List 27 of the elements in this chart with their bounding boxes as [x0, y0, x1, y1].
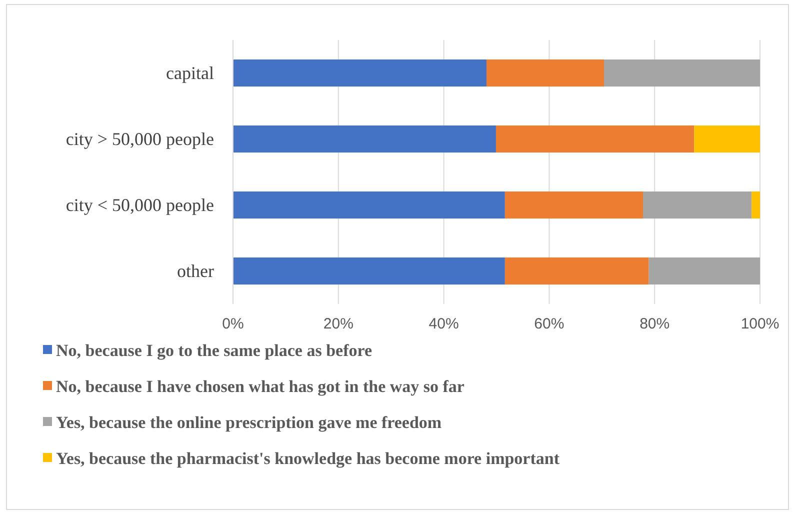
bar — [504, 257, 649, 285]
bar — [643, 191, 752, 219]
y-tick-label: capital — [166, 62, 214, 83]
legend-label: No, because I go to the same place as before — [56, 340, 372, 360]
x-tick-label: 100% — [740, 316, 780, 333]
bar — [648, 257, 760, 285]
x-tick-label: 20% — [323, 316, 354, 333]
y-tick-label: city > 50,000 people — [66, 128, 214, 149]
bar — [504, 191, 644, 219]
x-tick-label: 40% — [428, 316, 459, 333]
bar — [233, 59, 486, 87]
y-tick-label: city < 50,000 people — [66, 194, 214, 215]
y-tick-label: other — [177, 260, 214, 281]
bar — [233, 257, 505, 285]
bar — [233, 191, 505, 219]
legend-label: No, because I have chosen what has got in the way so far — [56, 376, 465, 396]
bar — [233, 125, 496, 153]
bar — [694, 125, 760, 153]
bar — [752, 191, 760, 219]
x-tick-label: 60% — [534, 316, 564, 333]
bar — [496, 125, 694, 153]
legend-label: Yes, because the pharmacist's knowledge has become more important — [56, 448, 560, 468]
x-tick-label: 0% — [222, 316, 244, 333]
x-tick-label: 80% — [640, 316, 670, 333]
legend-label: Yes, because the online prescription gave me freedom — [56, 412, 442, 432]
bar — [486, 59, 604, 87]
bar — [604, 59, 760, 87]
